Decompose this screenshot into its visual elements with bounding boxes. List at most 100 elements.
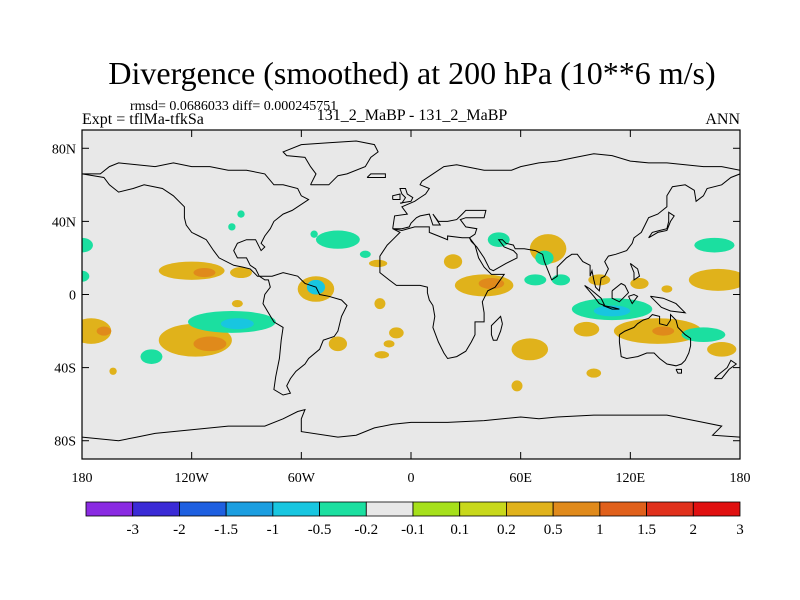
colorbar-label-0: -3 (126, 522, 139, 538)
colorbar-label-1: -2 (173, 522, 186, 538)
anomaly-region-23 (383, 340, 395, 348)
colorbar-swatch-0 (85, 501, 134, 517)
colorbar-label-2: -1.5 (214, 522, 238, 538)
anomaly-region-21 (328, 336, 348, 352)
coastline-5 (490, 315, 503, 341)
anomaly-region-29 (535, 250, 554, 266)
anomaly-region-27 (478, 278, 505, 290)
x-tick-label-2: 60W (288, 471, 316, 486)
anomaly-region-46 (511, 380, 523, 392)
coastline-13 (611, 282, 630, 303)
coastline-19 (82, 408, 740, 442)
colorbar-swatch-9 (506, 501, 554, 517)
anomaly-region-0 (82, 237, 93, 253)
anomaly-region-49 (237, 210, 245, 218)
anomaly-region-20 (374, 298, 386, 310)
colorbar: -3 -2 -1.5 -1 -0.5 -0.2 -0.1 0.1 0.2 0.5 1 1.5 2 3 (85, 501, 744, 538)
anomaly-region-24 (374, 351, 390, 359)
season-label: ANN (705, 111, 740, 128)
anomaly-region-16 (315, 230, 360, 249)
coastline-8 (399, 188, 414, 204)
colorbar-swatch-4 (272, 501, 320, 517)
anomaly-region-7 (230, 267, 252, 279)
colorbar-swatch-5 (319, 501, 367, 517)
colorbar-swatch-11 (599, 501, 647, 517)
anomaly-region-2 (82, 318, 112, 344)
coastline-16 (629, 263, 641, 281)
colorbar-label-10: 1 (596, 522, 604, 538)
anomaly-region-5 (158, 261, 225, 280)
anomaly-region-3 (96, 326, 112, 336)
coastline-14 (628, 293, 639, 305)
anomaly-region-25 (443, 254, 463, 269)
x-tick-label-1: 120W (175, 471, 210, 486)
y-tick-label-4: 80S (54, 435, 76, 450)
anomaly-region-44 (707, 342, 737, 357)
anomaly-region-22 (389, 327, 404, 339)
x-axis: 180 120W 60W 0 60E 120E 180 (72, 130, 751, 486)
colorbar-swatch-10 (552, 501, 601, 517)
anomaly-region-36 (630, 278, 649, 290)
anomaly-region-35 (588, 274, 611, 286)
colorbar-swatch-6 (365, 501, 414, 517)
x-tick-label-4: 60E (509, 471, 532, 486)
colorbar-label-8: 0.2 (497, 522, 516, 538)
map-background (82, 130, 740, 459)
coastline-3 (379, 226, 506, 360)
coastline-17 (714, 359, 738, 380)
y-tick-label-3: 40S (54, 362, 76, 377)
colorbar-swatch-1 (132, 501, 180, 517)
case-label: 131_2_MaBP - 131_2_MaBP (317, 107, 508, 124)
anomaly-region-18 (310, 230, 318, 238)
colorbar-swatch-12 (646, 501, 694, 517)
anomaly-region-11 (220, 318, 254, 330)
x-tick-label-3: 0 (408, 471, 415, 486)
anomaly-region-42 (688, 268, 740, 291)
colorbar-label-11: 1.5 (637, 522, 656, 538)
colorbar-label-4: -0.5 (308, 522, 332, 538)
chart-title: Divergence (smoothed) at 200 hPa (10**6 … (108, 55, 715, 91)
coastline-9 (392, 193, 401, 200)
coastline-12 (602, 305, 620, 310)
anomaly-region-31 (524, 274, 547, 286)
y-tick-label-1: 40N (52, 215, 76, 230)
colorbar-swatch-3 (225, 501, 274, 517)
anomaly-region-41 (681, 327, 726, 343)
coastline-10 (648, 211, 675, 239)
coastline-2 (392, 173, 740, 292)
anomaly-region-4 (140, 349, 163, 364)
anomaly-region-48 (109, 367, 117, 375)
colorbar-label-12: 2 (690, 522, 698, 538)
coastline-7 (366, 173, 386, 178)
anomaly-region-6 (193, 267, 216, 278)
colorbar-swatch-2 (179, 501, 227, 517)
anomaly-region-45 (511, 338, 549, 361)
colorbar-label-13: 3 (736, 522, 744, 538)
anomaly-region-17 (359, 250, 371, 258)
anomaly-region-34 (593, 305, 631, 317)
x-tick-label-0: 180 (72, 471, 93, 486)
y-tick-label-2: 0 (69, 289, 76, 304)
anomaly-region-1 (82, 270, 90, 282)
anomaly-region-13 (228, 223, 236, 231)
coastline-6 (282, 140, 379, 186)
coastlines (82, 140, 740, 442)
anomaly-region-38 (573, 321, 600, 337)
x-tick-label-5: 120E (616, 471, 646, 486)
anomaly-region-19 (368, 259, 388, 268)
colorbar-label-3: -1 (267, 522, 280, 538)
anomaly-region-32 (551, 274, 571, 286)
anomaly-region-43 (694, 237, 735, 253)
anomaly-region-40 (652, 326, 675, 336)
colorbar-label-7: 0.1 (450, 522, 469, 538)
anomaly-region-12 (231, 299, 243, 308)
colorbar-swatch-7 (412, 501, 461, 517)
anomaly-region-9 (193, 336, 227, 352)
colorbar-label-5: -0.2 (354, 522, 378, 538)
y-tick-label-0: 80N (52, 142, 76, 157)
coastline-15 (650, 295, 687, 314)
anomaly-regions (82, 210, 740, 392)
coastline-4 (618, 313, 692, 367)
coastline-18 (675, 368, 682, 374)
colorbar-swatch-13 (692, 501, 741, 517)
